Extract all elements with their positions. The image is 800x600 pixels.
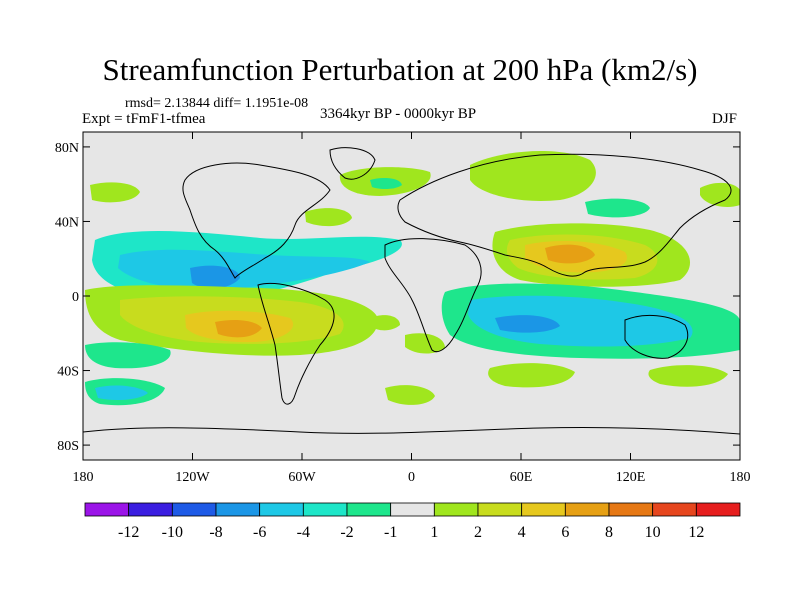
lat-tick-label: 0	[72, 290, 79, 305]
contour-negative-indian-mid	[468, 295, 693, 347]
coast-australia	[624, 315, 689, 359]
lat-tick-label: 80N	[55, 141, 79, 156]
coast-greenland	[329, 147, 376, 180]
colorbar-swatch	[84, 502, 130, 517]
colorbar-label: -8	[209, 524, 222, 541]
lat-tick-label: 80S	[57, 439, 79, 454]
colorbar-label: -6	[253, 524, 266, 541]
lon-tick-label: 120W	[175, 470, 210, 485]
lon-tick-label: 180	[730, 470, 751, 485]
contour-positive-eurasia-north	[470, 150, 596, 201]
contour-negative-spacific-core	[95, 385, 148, 401]
contour-negative-atlantic-core	[370, 177, 402, 190]
colorbar-label: -2	[340, 524, 353, 541]
period-label: 3364kyr BP - 0000kyr BP	[320, 106, 477, 122]
colorbar-label: 12	[688, 524, 704, 541]
coast-antarctica	[83, 426, 740, 435]
colorbar-swatch	[128, 502, 173, 517]
colorbar-label: 2	[474, 524, 482, 541]
colorbar-swatch	[390, 502, 435, 517]
contour-positive-nw-pacific	[585, 198, 650, 218]
contour-negative-americas-core	[190, 265, 240, 289]
contour-positive-sw-pacific	[648, 365, 728, 387]
contour-negative-indian-core	[495, 315, 560, 333]
map-title: Streamfunction Perturbation at 200 hPa (…	[102, 52, 698, 87]
contour-positive-south-indian	[488, 363, 575, 388]
colorbar-swatch	[608, 502, 654, 517]
rmsd-annotation: rmsd= 2.13844 diff= 1.1951e-08	[125, 96, 309, 111]
colorbar-swatch	[433, 502, 479, 517]
experiment-label: Expt = tFmF1-tfmea	[82, 111, 206, 127]
coast-eurasia	[397, 153, 732, 277]
lon-tick-label: 0	[408, 470, 415, 485]
contour-fills	[85, 150, 740, 406]
map-plot	[83, 132, 740, 460]
contour-positive-npacific	[90, 182, 140, 203]
colorbar-label: 6	[561, 524, 569, 541]
colorbar-swatch	[302, 502, 348, 517]
coast-south-america	[257, 282, 335, 405]
colorbar-label: -12	[118, 524, 139, 541]
lat-tick-label: 40S	[57, 365, 79, 380]
colorbar-swatch	[564, 502, 610, 517]
colorbar-label: 1	[430, 524, 438, 541]
colorbar-label: -10	[162, 524, 183, 541]
colorbar-swatch	[652, 502, 697, 517]
contour-positive-nam	[305, 208, 352, 227]
colorbar-swatch	[477, 502, 523, 517]
colorbar: -12 -10 -8 -6 -4 -2 -1 1 2 4 6 8 10 12	[84, 502, 741, 541]
colorbar-swatch	[171, 502, 217, 517]
coast-north-america	[182, 162, 331, 279]
lon-tick-label: 120E	[616, 470, 646, 485]
axis-ticks: 80N 40N 0 40S 80S 180 120W 60W 0 60E 120E 180	[55, 132, 751, 485]
contour-positive-atlantic-south	[405, 333, 445, 354]
contour-positive-asia-core	[545, 244, 595, 264]
coastlines	[83, 147, 740, 435]
contour-positive-southern-atlantic	[385, 385, 435, 405]
colorbar-label: 10	[645, 524, 661, 541]
contour-negative-americas-inner	[118, 249, 370, 291]
colorbar-swatch	[346, 502, 392, 517]
colorbar-label: -1	[384, 524, 397, 541]
lat-tick-label: 40N	[55, 215, 79, 230]
colorbar-swatch	[695, 502, 741, 517]
colorbar-label: 8	[605, 524, 613, 541]
lon-tick-label: 60W	[288, 470, 316, 485]
colorbar-swatch	[521, 502, 566, 517]
colorbar-label: -4	[297, 524, 310, 541]
season-label: DJF	[712, 111, 738, 127]
colorbar-swatch	[215, 502, 261, 517]
lon-tick-label: 60E	[510, 470, 533, 485]
contour-positive-arctic	[700, 182, 740, 207]
colorbar-swatch	[259, 502, 304, 517]
contour-positive-sam-core	[215, 320, 262, 338]
contour-negative-spacific	[85, 342, 171, 369]
coast-africa	[384, 238, 482, 353]
colorbar-label: 4	[518, 524, 526, 541]
lon-tick-label: 180	[73, 470, 94, 485]
